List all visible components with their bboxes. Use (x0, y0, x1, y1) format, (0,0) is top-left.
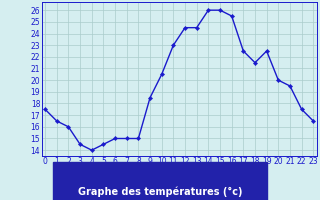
Text: Graphe des températures (°c): Graphe des températures (°c) (78, 187, 242, 197)
